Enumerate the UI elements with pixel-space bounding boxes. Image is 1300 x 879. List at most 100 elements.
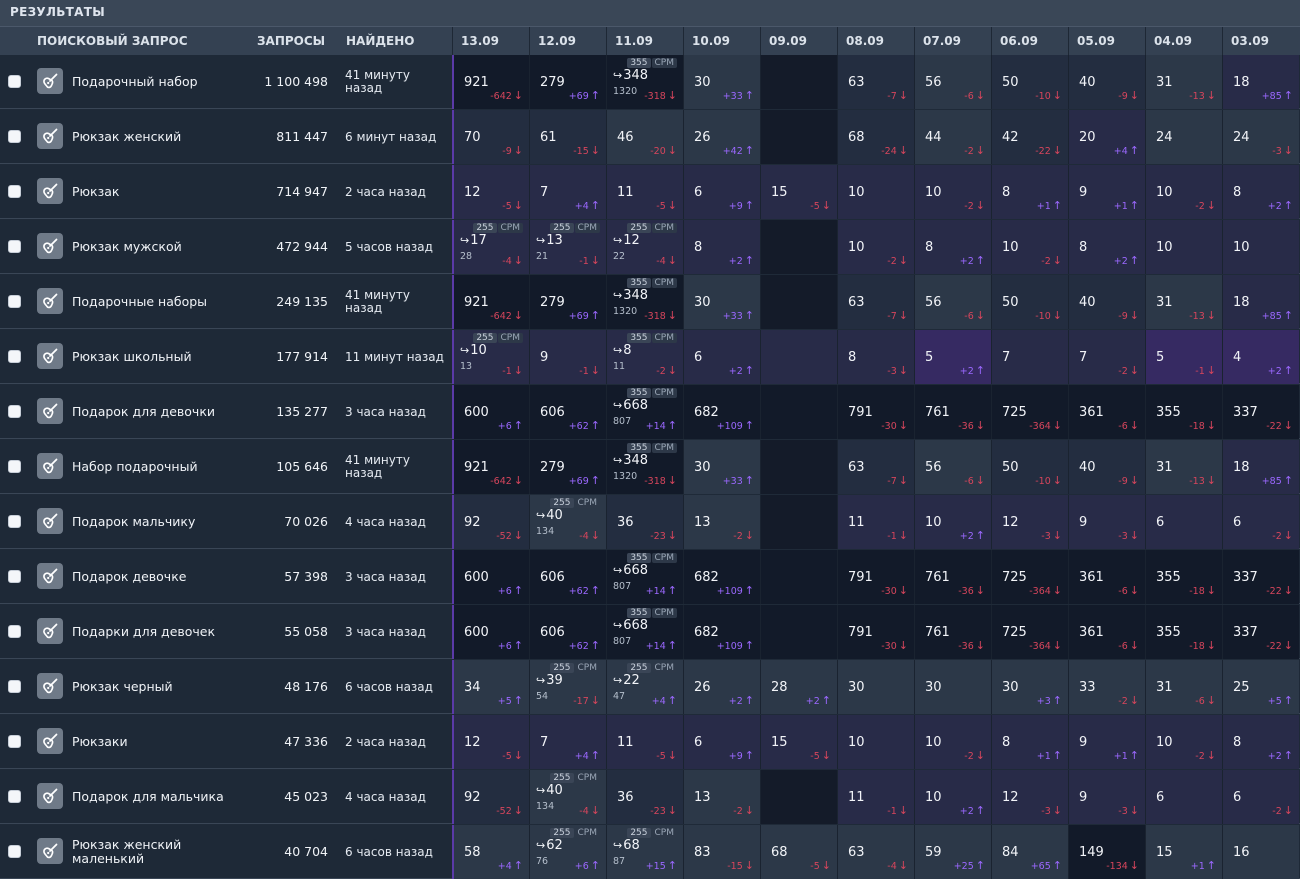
table-row[interactable]: Рюкзак мужской 472 944 5 часов назад 255 CPM…	[0, 220, 1300, 274]
position-cell[interactable]: 30	[837, 660, 914, 714]
position-cell[interactable]: 15 -5 ↓	[760, 715, 837, 769]
position-cell[interactable]: 279 +69 ↑	[529, 55, 606, 109]
query-text[interactable]: Рюкзак женский	[72, 129, 182, 144]
table-row[interactable]: Подарки для девочек 55 058 3 часа назад 600…	[0, 605, 1300, 659]
position-cell[interactable]: 61 -15 ↓	[529, 110, 606, 164]
row-checkbox[interactable]	[8, 240, 21, 253]
position-cell[interactable]: 337 -22 ↓	[1222, 605, 1299, 659]
position-cell[interactable]: 13 -2 ↓	[683, 495, 760, 549]
position-cell[interactable]: 10	[1145, 220, 1222, 274]
position-cell[interactable]: 9 -1 ↓	[529, 330, 606, 384]
position-cell[interactable]: 8 +2 ↑	[914, 220, 991, 274]
position-cell[interactable]: 68 -5 ↓	[760, 825, 837, 879]
position-cell[interactable]: 92 -52 ↓	[452, 495, 529, 549]
position-cell[interactable]: 255 CPM ↪40 134 -4 ↓	[529, 495, 606, 549]
position-cell[interactable]: 56 -6 ↓	[914, 275, 991, 329]
position-cell[interactable]	[760, 330, 837, 384]
position-cell[interactable]: 6	[1145, 770, 1222, 824]
table-row[interactable]: Подарок мальчику 70 026 4 часа назад 92 -52 ↓…	[0, 495, 1300, 549]
position-cell[interactable]: 921 -642 ↓	[452, 440, 529, 494]
table-row[interactable]: Подарок для девочки 135 277 3 часа назад 60…	[0, 385, 1300, 439]
position-cell[interactable]: 56 -6 ↓	[914, 55, 991, 109]
position-cell[interactable]: 10	[837, 715, 914, 769]
position-cell[interactable]: 149 -134 ↓	[1068, 825, 1145, 879]
position-cell[interactable]: 355 CPM ↪348 1320 -318 ↓	[606, 440, 683, 494]
position-cell[interactable]: 30	[914, 660, 991, 714]
position-cell[interactable]: 15 -5 ↓	[760, 165, 837, 219]
row-checkbox[interactable]	[8, 130, 21, 143]
query-text[interactable]: Подарочные наборы	[72, 294, 208, 309]
position-cell[interactable]: 10 -2 ↓	[1145, 715, 1222, 769]
position-cell[interactable]: 355 CPM ↪668 807 +14 ↑	[606, 605, 683, 659]
position-cell[interactable]: 30 +33 ↑	[683, 275, 760, 329]
position-cell[interactable]	[760, 385, 837, 439]
row-checkbox[interactable]	[8, 570, 21, 583]
guitar-icon[interactable]	[37, 68, 63, 94]
header-date[interactable]: 06.09	[991, 27, 1068, 55]
table-row[interactable]: Подарочный набор 1 100 498 41 минуту назад…	[0, 55, 1300, 109]
position-cell[interactable]: 361 -6 ↓	[1068, 385, 1145, 439]
position-cell[interactable]: 6 +9 ↑	[683, 165, 760, 219]
position-cell[interactable]: 7 -2 ↓	[1068, 330, 1145, 384]
guitar-icon[interactable]	[37, 838, 63, 864]
position-cell[interactable]: 44 -2 ↓	[914, 110, 991, 164]
position-cell[interactable]: 921 -642 ↓	[452, 55, 529, 109]
guitar-icon[interactable]	[37, 783, 63, 809]
position-cell[interactable]: 255 CPM ↪17 28 -4 ↓	[452, 220, 529, 274]
position-cell[interactable]: 8 +2 ↑	[683, 220, 760, 274]
table-row[interactable]: Рюкзак школьный 177 914 11 минут назад 255 C…	[0, 330, 1300, 384]
header-date[interactable]: 08.09	[837, 27, 914, 55]
table-row[interactable]: Рюкзак женский маленький 40 704 6 часов на…	[0, 825, 1300, 879]
query-text[interactable]: Подарочный набор	[72, 74, 198, 89]
position-cell[interactable]: 6 -2 ↓	[1222, 770, 1299, 824]
row-checkbox[interactable]	[8, 350, 21, 363]
position-cell[interactable]: 5 -1 ↓	[1145, 330, 1222, 384]
position-cell[interactable]: 18 +85 ↑	[1222, 55, 1299, 109]
position-cell[interactable]: 5 +2 ↑	[914, 330, 991, 384]
query-text[interactable]: Подарок для девочки	[72, 404, 215, 419]
row-checkbox[interactable]	[8, 185, 21, 198]
position-cell[interactable]: 40 -9 ↓	[1068, 275, 1145, 329]
position-cell[interactable]: 70 -9 ↓	[452, 110, 529, 164]
header-date[interactable]: 09.09	[760, 27, 837, 55]
position-cell[interactable]: 355 -18 ↓	[1145, 605, 1222, 659]
query-text[interactable]: Подарок девочке	[72, 569, 187, 584]
position-cell[interactable]: 13 -2 ↓	[683, 770, 760, 824]
row-checkbox[interactable]	[8, 625, 21, 638]
position-cell[interactable]: 279 +69 ↑	[529, 275, 606, 329]
position-cell[interactable]: 50 -10 ↓	[991, 55, 1068, 109]
position-cell[interactable]: 33 -2 ↓	[1068, 660, 1145, 714]
position-cell[interactable]: 8 +2 ↑	[1222, 165, 1299, 219]
position-cell[interactable]: 761 -36 ↓	[914, 550, 991, 604]
position-cell[interactable]: 20 +4 ↑	[1068, 110, 1145, 164]
position-cell[interactable]: 355 CPM ↪668 807 +14 ↑	[606, 385, 683, 439]
position-cell[interactable]: 10 -2 ↓	[837, 220, 914, 274]
header-date[interactable]: 12.09	[529, 27, 606, 55]
table-row[interactable]: Рюкзак черный 48 176 6 часов назад 34 +5 ↑ 255…	[0, 660, 1300, 714]
row-checkbox[interactable]	[8, 515, 21, 528]
position-cell[interactable]: 355 -18 ↓	[1145, 385, 1222, 439]
row-checkbox[interactable]	[8, 460, 21, 473]
query-text[interactable]: Рюкзаки	[72, 734, 128, 749]
row-checkbox[interactable]	[8, 680, 21, 693]
position-cell[interactable]	[760, 605, 837, 659]
query-text[interactable]: Рюкзак	[72, 184, 120, 199]
position-cell[interactable]: 92 -52 ↓	[452, 770, 529, 824]
position-cell[interactable]: 24	[1145, 110, 1222, 164]
guitar-icon[interactable]	[37, 728, 63, 754]
position-cell[interactable]: 255 CPM ↪13 21 -1 ↓	[529, 220, 606, 274]
position-cell[interactable]: 725 -364 ↓	[991, 605, 1068, 659]
position-cell[interactable]: 84 +65 ↑	[991, 825, 1068, 879]
position-cell[interactable]: 12 -5 ↓	[452, 165, 529, 219]
position-cell[interactable]: 600 +6 ↑	[452, 550, 529, 604]
position-cell[interactable]: 6	[1145, 495, 1222, 549]
header-date[interactable]: 05.09	[1068, 27, 1145, 55]
position-cell[interactable]: 355 CPM ↪8 11 -2 ↓	[606, 330, 683, 384]
position-cell[interactable]: 16	[1222, 825, 1299, 879]
header-date[interactable]: 03.09	[1222, 27, 1299, 55]
position-cell[interactable]: 682 +109 ↑	[683, 385, 760, 439]
query-text[interactable]: Подарок для мальчика	[72, 789, 224, 804]
position-cell[interactable]: 31 -13 ↓	[1145, 440, 1222, 494]
table-row[interactable]: Подарок девочке 57 398 3 часа назад 600 +6 ↑ 6…	[0, 550, 1300, 604]
position-cell[interactable]	[760, 110, 837, 164]
